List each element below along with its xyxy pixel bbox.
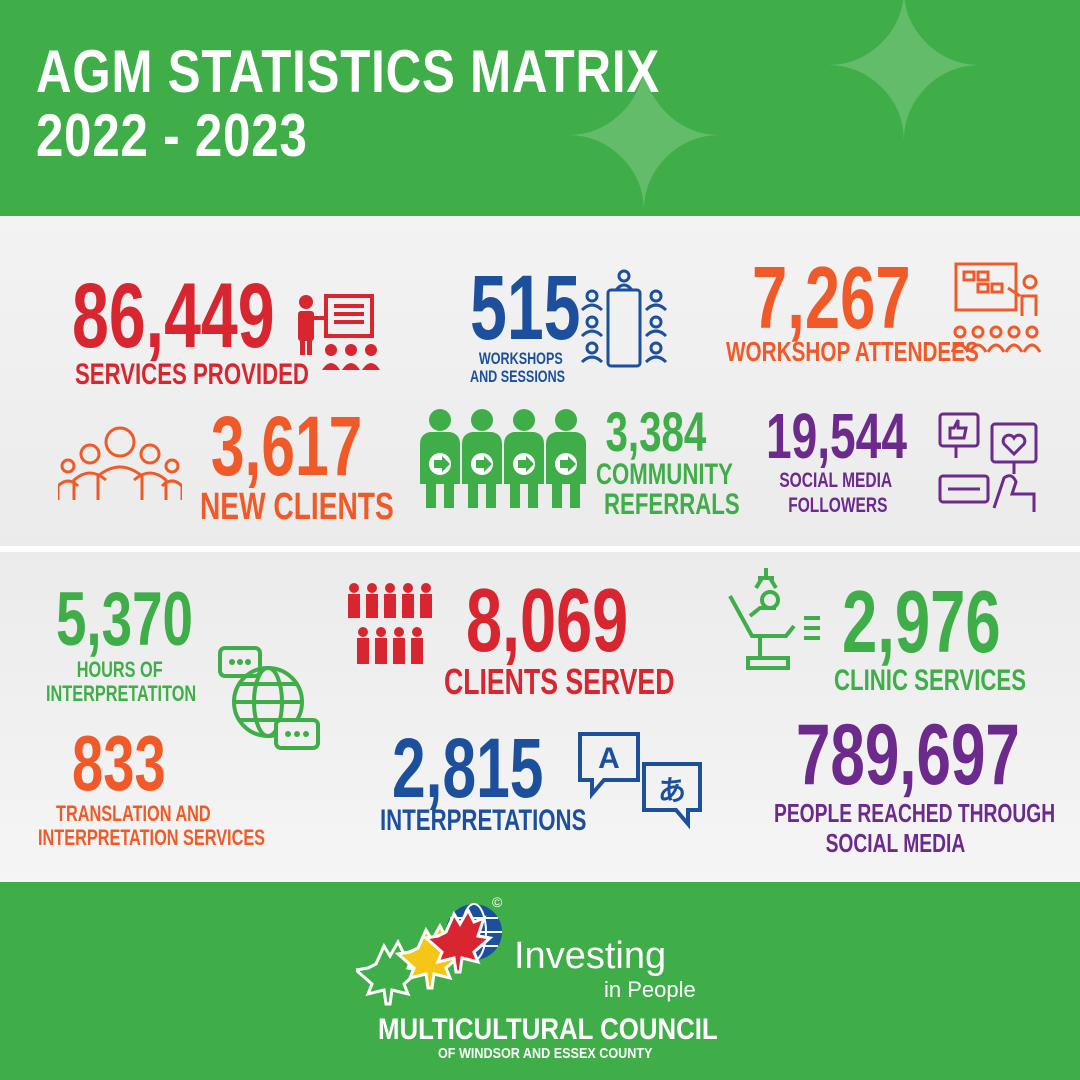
stat-value: 7,267	[752, 248, 911, 347]
stat-workshop-attendees: 7,267 WORKSHOP ATTENDEES	[726, 248, 1068, 366]
stat-value: 833	[72, 719, 166, 807]
stat-label: INTERPRETATIONS	[380, 804, 587, 837]
stat-value: 2,976	[842, 572, 1001, 671]
audience-icon	[950, 262, 1042, 353]
stat-people-reached: 789,697 PEOPLE REACHED THROUGH SOCIAL ME…	[774, 707, 1080, 858]
presentation-icon	[298, 294, 380, 370]
svg-text:あ: あ	[658, 774, 686, 807]
org-name: MULTICULTURAL COUNCIL	[378, 1013, 718, 1046]
org-subtitle: OF WINDSOR AND ESSEX COUNTY	[438, 1045, 653, 1062]
stat-workshops: 515 WORKSHOPS AND SESSIONS	[470, 262, 624, 386]
stat-label-line2: AND SESSIONS	[470, 367, 566, 386]
stat-community-referrals: 3,384 COMMUNITY REFERRALS	[596, 400, 787, 521]
footer-banner: © Investing in People MULTICULTURAL COUN…	[0, 882, 1080, 1080]
stat-label: SERVICES PROVIDED	[74, 358, 309, 391]
stat-hours-interpretation: 5,370 HOURS OF INTERPRETATITON	[46, 577, 249, 706]
stat-value: 3,617	[210, 399, 363, 493]
dental-chair-icon	[728, 568, 820, 670]
stat-new-clients: 3,617 NEW CLIENTS	[200, 399, 462, 526]
stat-label-line1: SOCIAL MEDIA	[779, 469, 893, 492]
council-logo-icon	[356, 903, 502, 1006]
stat-label-line1: WORKSHOPS	[478, 349, 563, 368]
stat-value: 19,544	[766, 400, 907, 472]
stat-label-line1: PEOPLE REACHED THROUGH	[774, 798, 1056, 828]
stat-clients-served: 8,069 CLIENTS SERVED	[444, 571, 755, 700]
stat-label-line1: TRANSLATION AND	[56, 801, 211, 826]
copyright-mark: ©	[492, 894, 503, 910]
header-banner: ✦ ✦ AGM STATISTICS MATRIX 2022 - 2023	[0, 0, 1080, 216]
stat-value: 789,697	[796, 707, 1020, 803]
stat-label: NEW CLIENTS	[200, 486, 394, 528]
stat-value: 2,815	[392, 721, 544, 815]
title-line-1: AGM STATISTICS MATRIX	[36, 38, 660, 105]
stat-services-provided: 86,449 SERVICES PROVIDED	[72, 270, 392, 390]
band-divider	[0, 546, 1080, 552]
crowd-icon	[348, 583, 432, 664]
stat-translation-services: 833 TRANSLATION AND INTERPRETATION SERVI…	[38, 719, 345, 850]
stat-label: CLINIC SERVICES	[834, 664, 1027, 697]
globe-chat-icon	[218, 646, 320, 750]
stat-value: 5,370	[56, 577, 193, 662]
stat-label-line2: INTERPRETATION SERVICES	[38, 825, 266, 850]
stat-value: 515	[470, 257, 581, 359]
stat-value: 86,449	[72, 265, 275, 367]
stat-value: 3,384	[605, 400, 707, 463]
stat-label-line2: SOCIAL MEDIA	[825, 828, 966, 858]
svg-text:A: A	[598, 742, 620, 775]
meeting-table-icon	[580, 269, 668, 368]
stat-label-line2: INTERPRETATITON	[46, 681, 197, 706]
stat-value: 8,069	[466, 571, 629, 671]
title-line-2: 2022 - 2023	[36, 102, 308, 169]
translate-icon: A あ	[578, 732, 702, 830]
referral-people-icon	[420, 409, 586, 508]
stat-label: WORKSHOP ATTENDEES	[726, 336, 979, 367]
maple-leaf-bg-icon: ✦	[820, 0, 988, 181]
maple-leaf-bg-icon: ✦	[560, 28, 728, 217]
social-media-icon	[938, 412, 1038, 512]
group-icon	[58, 426, 182, 500]
tagline-investing: Investing	[514, 935, 667, 977]
stat-label-line2: FOLLOWERS	[788, 494, 888, 517]
stat-label-line2: REFERRALS	[604, 488, 740, 521]
page-title: AGM STATISTICS MATRIX 2022 - 2023	[36, 40, 660, 168]
stat-interpretations: 2,815 INTERPRETATIONS	[380, 721, 659, 836]
stat-label: CLIENTS SERVED	[444, 661, 675, 702]
stat-clinic-services: 2,976 CLINIC SERVICES	[834, 572, 1080, 696]
stat-social-followers: 19,544 SOCIAL MEDIA FOLLOWERS	[766, 404, 962, 518]
tagline-in-people: in People	[604, 977, 696, 1002]
stat-label-line1: COMMUNITY	[596, 458, 733, 491]
stat-label-line1: HOURS OF	[76, 657, 163, 682]
stats-panel	[0, 216, 1080, 882]
